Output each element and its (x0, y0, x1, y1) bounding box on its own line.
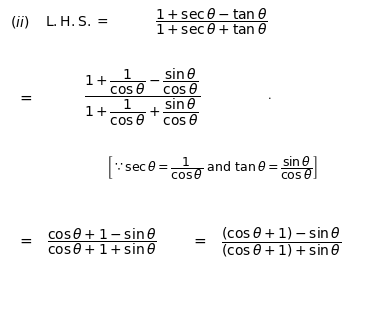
Text: $\dfrac{1 + \dfrac{1}{\cos\theta} - \dfrac{\sin\theta}{\cos\theta}}{1 + \dfrac{1: $\dfrac{1 + \dfrac{1}{\cos\theta} - \dfr… (84, 67, 200, 128)
Text: $\mathrm{L.H.S.} = $: $\mathrm{L.H.S.} = $ (45, 15, 108, 29)
Text: $=$: $=$ (17, 90, 33, 105)
Text: $\dfrac{(\cos\theta + 1) - \sin\theta}{(\cos\theta + 1) + \sin\theta}$: $\dfrac{(\cos\theta + 1) - \sin\theta}{(… (221, 225, 341, 259)
Text: $\cdot$: $\cdot$ (267, 92, 271, 103)
Text: $(ii)$: $(ii)$ (10, 14, 29, 30)
Text: $=$: $=$ (17, 233, 33, 248)
Text: $\dfrac{1 + \sec\theta - \tan\theta}{1 + \sec\theta + \tan\theta}$: $\dfrac{1 + \sec\theta - \tan\theta}{1 +… (155, 7, 268, 37)
Text: $\left[\because \sec\theta = \dfrac{1}{\cos\theta}\  \mathrm{and}\ \tan\theta = : $\left[\because \sec\theta = \dfrac{1}{\… (106, 154, 317, 182)
Text: $\dfrac{\cos\theta + 1 - \sin\theta}{\cos\theta + 1 + \sin\theta}$: $\dfrac{\cos\theta + 1 - \sin\theta}{\co… (47, 227, 157, 257)
Text: $=$: $=$ (192, 233, 208, 248)
